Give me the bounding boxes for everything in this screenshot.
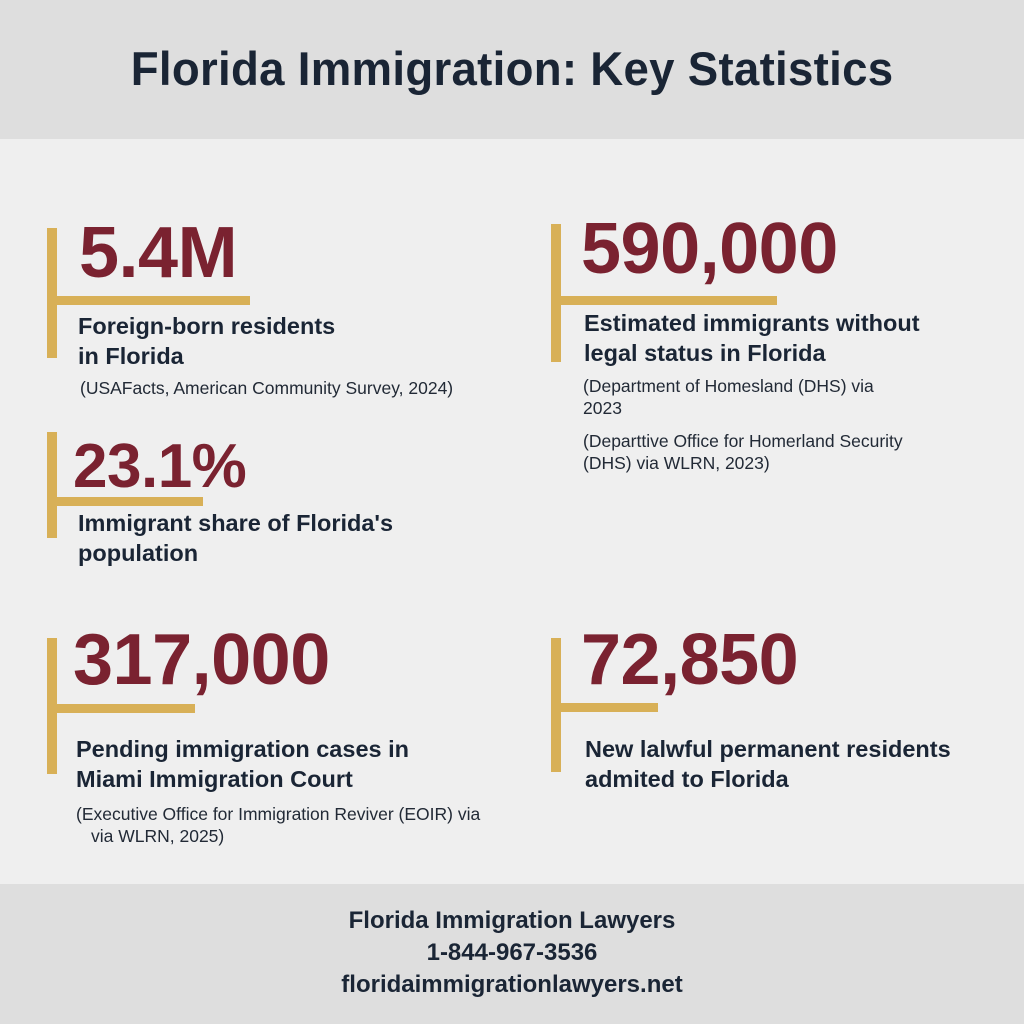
stat-label: Estimated immigrants without legal statu… [584,310,920,366]
stat-value: 590,000 [581,209,838,289]
stat-value: 317,000 [73,620,330,700]
stat-source-secondary: (Departtive Office for Homerland Securit… [583,431,903,473]
stat-value: 72,850 [581,620,799,700]
accent-horizontal-bar [551,703,658,712]
website-link[interactable]: floridaimmigrationlawyers.net [341,971,683,998]
phone-number[interactable]: 1-844-967-3536 [426,939,598,966]
accent-vertical-bar [47,228,57,358]
stat-source: (USAFacts, American Community Survey, 20… [80,378,454,398]
accent-horizontal-bar [47,704,195,713]
stat-label: Pending immigration cases in Miami Immig… [76,736,409,792]
stat-label: Foreign-born residents in Florida [78,313,336,369]
stat-source: (Executive Office for Immigration Revive… [76,804,481,846]
accent-horizontal-bar [47,296,250,305]
stat-value: 5.4M [79,213,238,293]
accent-vertical-bar [551,224,561,362]
stat-label: New lalwful permanent residents admited … [585,736,951,792]
stat-label: Immigrant share of Florida's population [78,510,394,566]
footer-contact: Florida Immigration Lawyers 1-844-967-35… [0,884,1024,1024]
stat-source: (Department of Homesland (DHS) via 2023 [583,376,874,418]
accent-vertical-bar [47,432,57,538]
page-title: Florida Immigration: Key Statistics [130,42,894,95]
accent-horizontal-bar [551,296,777,305]
stats-area [0,139,1024,884]
firm-name: Florida Immigration Lawyers [348,907,676,934]
stat-value: 23.1% [73,432,247,501]
accent-horizontal-bar [47,497,203,506]
header-banner: Florida Immigration: Key Statistics [0,0,1024,139]
